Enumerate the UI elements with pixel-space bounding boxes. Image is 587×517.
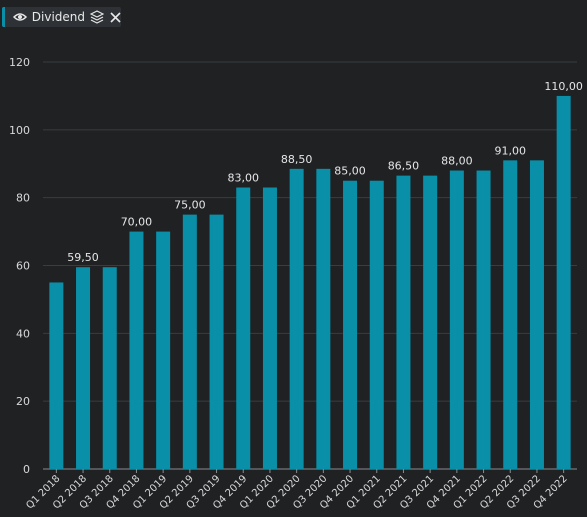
bar[interactable] xyxy=(556,95,571,470)
grid-layer xyxy=(43,61,577,470)
data-label: 110,00 xyxy=(544,80,583,93)
bar[interactable] xyxy=(476,170,491,470)
y-tick-label: 120 xyxy=(9,56,30,69)
bar[interactable] xyxy=(316,168,331,469)
bar[interactable] xyxy=(529,160,544,469)
y-tick-label: 100 xyxy=(9,124,30,137)
bar[interactable] xyxy=(49,282,64,469)
eye-icon[interactable] xyxy=(12,11,27,23)
data-label: 86,50 xyxy=(388,160,420,173)
bar[interactable] xyxy=(182,214,197,469)
data-labels: 59,50 70,00 75,00 83,00 88,50 85,00 86,50 88,00… xyxy=(67,80,583,264)
data-label: 59,50 xyxy=(67,251,99,264)
bars xyxy=(49,95,571,470)
bar[interactable] xyxy=(423,175,438,469)
data-label: 75,00 xyxy=(174,199,206,212)
data-label: 83,00 xyxy=(228,171,260,184)
y-tick-label: 80 xyxy=(16,192,30,205)
bar[interactable] xyxy=(369,180,384,470)
close-icon[interactable] xyxy=(110,11,121,23)
y-tick-label: 40 xyxy=(16,327,30,340)
legend-color-swatch xyxy=(2,7,5,27)
bar[interactable] xyxy=(289,168,304,469)
bar[interactable] xyxy=(102,267,117,469)
data-label: 70,00 xyxy=(121,216,153,229)
data-label: 85,00 xyxy=(334,165,366,178)
bar[interactable] xyxy=(343,180,358,470)
bar[interactable] xyxy=(156,231,171,469)
y-axis: 0 20 40 60 80 100 120 xyxy=(9,56,30,476)
y-tick-label: 60 xyxy=(16,260,30,273)
data-label: 88,50 xyxy=(281,153,313,166)
bar[interactable] xyxy=(262,187,277,469)
bar[interactable] xyxy=(129,231,144,469)
bar[interactable] xyxy=(449,170,464,470)
layers-icon[interactable] xyxy=(90,10,104,24)
bar[interactable] xyxy=(236,187,251,469)
bar[interactable] xyxy=(503,160,518,469)
legend-chip[interactable]: Dividend xyxy=(2,7,121,27)
bar[interactable] xyxy=(396,175,411,469)
data-label: 91,00 xyxy=(495,144,527,157)
bar[interactable] xyxy=(76,267,91,469)
bar[interactable] xyxy=(209,214,224,469)
y-tick-label: 20 xyxy=(16,395,30,408)
legend-label: Dividend xyxy=(31,10,85,24)
data-label: 88,00 xyxy=(441,155,473,168)
y-tick-label: 0 xyxy=(23,463,30,476)
